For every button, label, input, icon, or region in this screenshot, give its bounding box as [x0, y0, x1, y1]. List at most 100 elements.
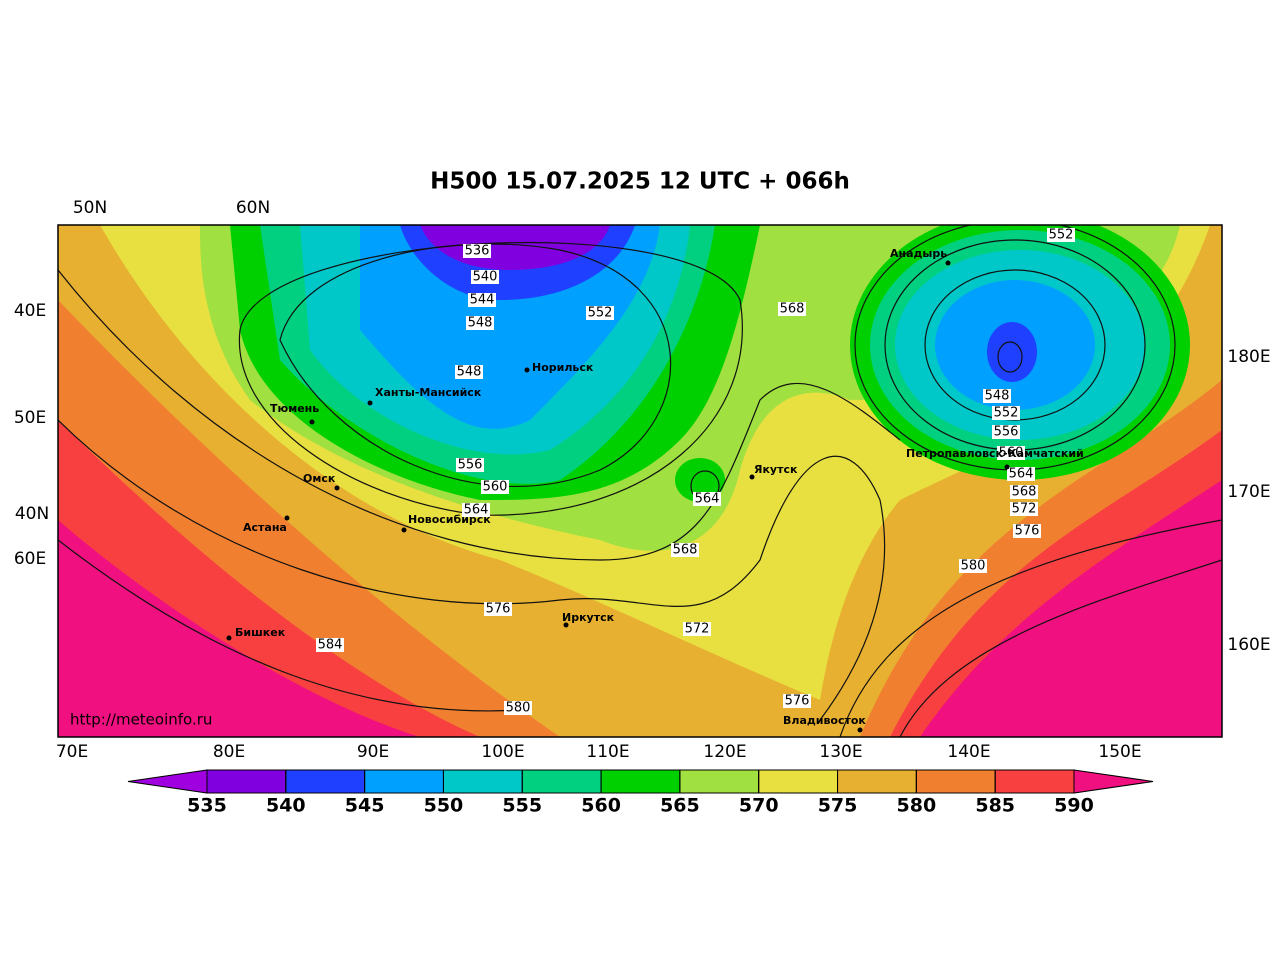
lon-label: 40E	[14, 301, 46, 321]
lon-label: 40N	[15, 504, 49, 524]
colorbar-extension	[1073, 769, 1154, 794]
lon-label: 160E	[1227, 635, 1270, 655]
contour-label-bg	[693, 492, 721, 506]
contour-label: 552	[588, 306, 613, 321]
colorbar-label: 570	[739, 795, 779, 817]
field	[58, 225, 1222, 737]
contour-label: 580	[506, 701, 531, 716]
lon-label: 100E	[481, 742, 524, 762]
contour-label: 564	[464, 503, 489, 518]
city-name: Астана	[243, 521, 287, 534]
contour-label: 580	[961, 559, 986, 574]
contour-label: 564	[1009, 467, 1034, 482]
colorbar-box	[285, 769, 366, 794]
contour-label: 540	[473, 270, 498, 285]
colorbar-box	[206, 769, 287, 794]
contour-label-bg	[992, 406, 1020, 420]
colorbar-label: 590	[1054, 795, 1094, 817]
lon-label: 130E	[819, 742, 862, 762]
contour-label: 568	[1012, 485, 1037, 500]
title: H500 15.07.2025 12 UTC + 066h	[430, 169, 850, 195]
watermark: http://meteoinfo.ru	[70, 711, 212, 729]
city-name: Новосибирск	[408, 513, 491, 526]
contour-label-bg	[983, 389, 1011, 403]
lon-label: 140E	[947, 742, 990, 762]
colorbar-label: 555	[502, 795, 542, 817]
colorbar-label: 575	[818, 795, 858, 817]
colorbar-box	[364, 769, 444, 794]
city-name: Ханты-Мансийск	[375, 386, 482, 399]
colorbar-box	[442, 769, 523, 794]
colorbar-extension	[127, 769, 208, 794]
city-dot	[401, 527, 407, 533]
city-name: Петропавловск-Камчатский	[906, 447, 1084, 460]
lon-label: 180E	[1227, 347, 1270, 367]
city-dot	[524, 367, 530, 373]
city-name: Норильск	[532, 361, 594, 374]
contour-label: 548	[985, 389, 1010, 404]
contour-label-bg	[1047, 228, 1075, 242]
contour-label-bg	[463, 244, 491, 258]
contour-label-bg	[456, 458, 484, 472]
contour-label: 568	[780, 302, 805, 317]
lat-label: 60N	[236, 198, 270, 218]
city-dot	[749, 474, 755, 480]
contour-label-bg	[586, 306, 614, 320]
contour-label-bg	[778, 302, 806, 316]
city-dot	[309, 419, 315, 425]
city-dot	[563, 622, 569, 628]
city-dot	[284, 515, 290, 521]
colorbar-label: 540	[266, 795, 306, 817]
contour-label: 576	[486, 602, 511, 617]
contour-label-bg	[1013, 524, 1041, 538]
contour-label-bg	[997, 446, 1025, 460]
contour-label: 568	[673, 543, 698, 558]
contour-label-bg	[316, 638, 344, 652]
colorbar-box	[758, 769, 839, 794]
contour-label: 556	[994, 425, 1019, 440]
contour-label-bg	[504, 701, 532, 715]
colorbar-label: 560	[581, 795, 621, 817]
contour-label: 584	[318, 638, 343, 653]
contour-label: 576	[785, 694, 810, 709]
colorbar-box	[837, 769, 917, 794]
contour-label: 548	[468, 316, 493, 331]
colorbar-label: 550	[424, 795, 464, 817]
colorbar-label: 585	[975, 795, 1015, 817]
colorbar-box	[994, 769, 1075, 794]
city-dot	[945, 260, 951, 266]
contour-label-bg	[466, 316, 494, 330]
contour-label-bg	[462, 503, 490, 517]
colorbar-box	[915, 769, 996, 794]
lon-label: 120E	[703, 742, 746, 762]
colorbar-label: 535	[187, 795, 227, 817]
contour-label-bg	[471, 270, 499, 284]
lon-label: 60E	[14, 549, 46, 569]
contour-label: 560	[483, 480, 508, 495]
contour-label: 556	[458, 458, 483, 473]
contour-label: 536	[465, 244, 490, 259]
contour-label: 544	[470, 293, 495, 308]
city-dot	[367, 400, 373, 406]
city-name: Анадырь	[890, 247, 947, 260]
city-dot	[1004, 464, 1010, 470]
contour-label-bg	[468, 293, 496, 307]
contour-label: 552	[1049, 228, 1074, 243]
contour-label-bg	[484, 602, 512, 616]
contour-label-bg	[683, 622, 711, 636]
contour-label-bg	[783, 694, 811, 708]
map-frame	[57, 224, 1223, 738]
contour-label-bg	[455, 365, 483, 379]
city-name: Бишкек	[235, 626, 286, 639]
lon-label: 80E	[213, 742, 245, 762]
lon-label: 90E	[357, 742, 389, 762]
contour-label: 572	[685, 622, 710, 637]
colorbar: 535 540 545 550 555 560 565 570 575 580 585 590	[127, 769, 1154, 817]
contour-label-bg	[959, 559, 987, 573]
city-dot	[857, 727, 863, 733]
colorbar-box	[521, 769, 602, 794]
city-dot	[226, 635, 232, 641]
lon-label: 70E	[56, 742, 88, 762]
labels: 50N 60N 40E 50E 40N 60E 180E 170E 160E 70E 80E 90E 1…	[14, 198, 1271, 762]
